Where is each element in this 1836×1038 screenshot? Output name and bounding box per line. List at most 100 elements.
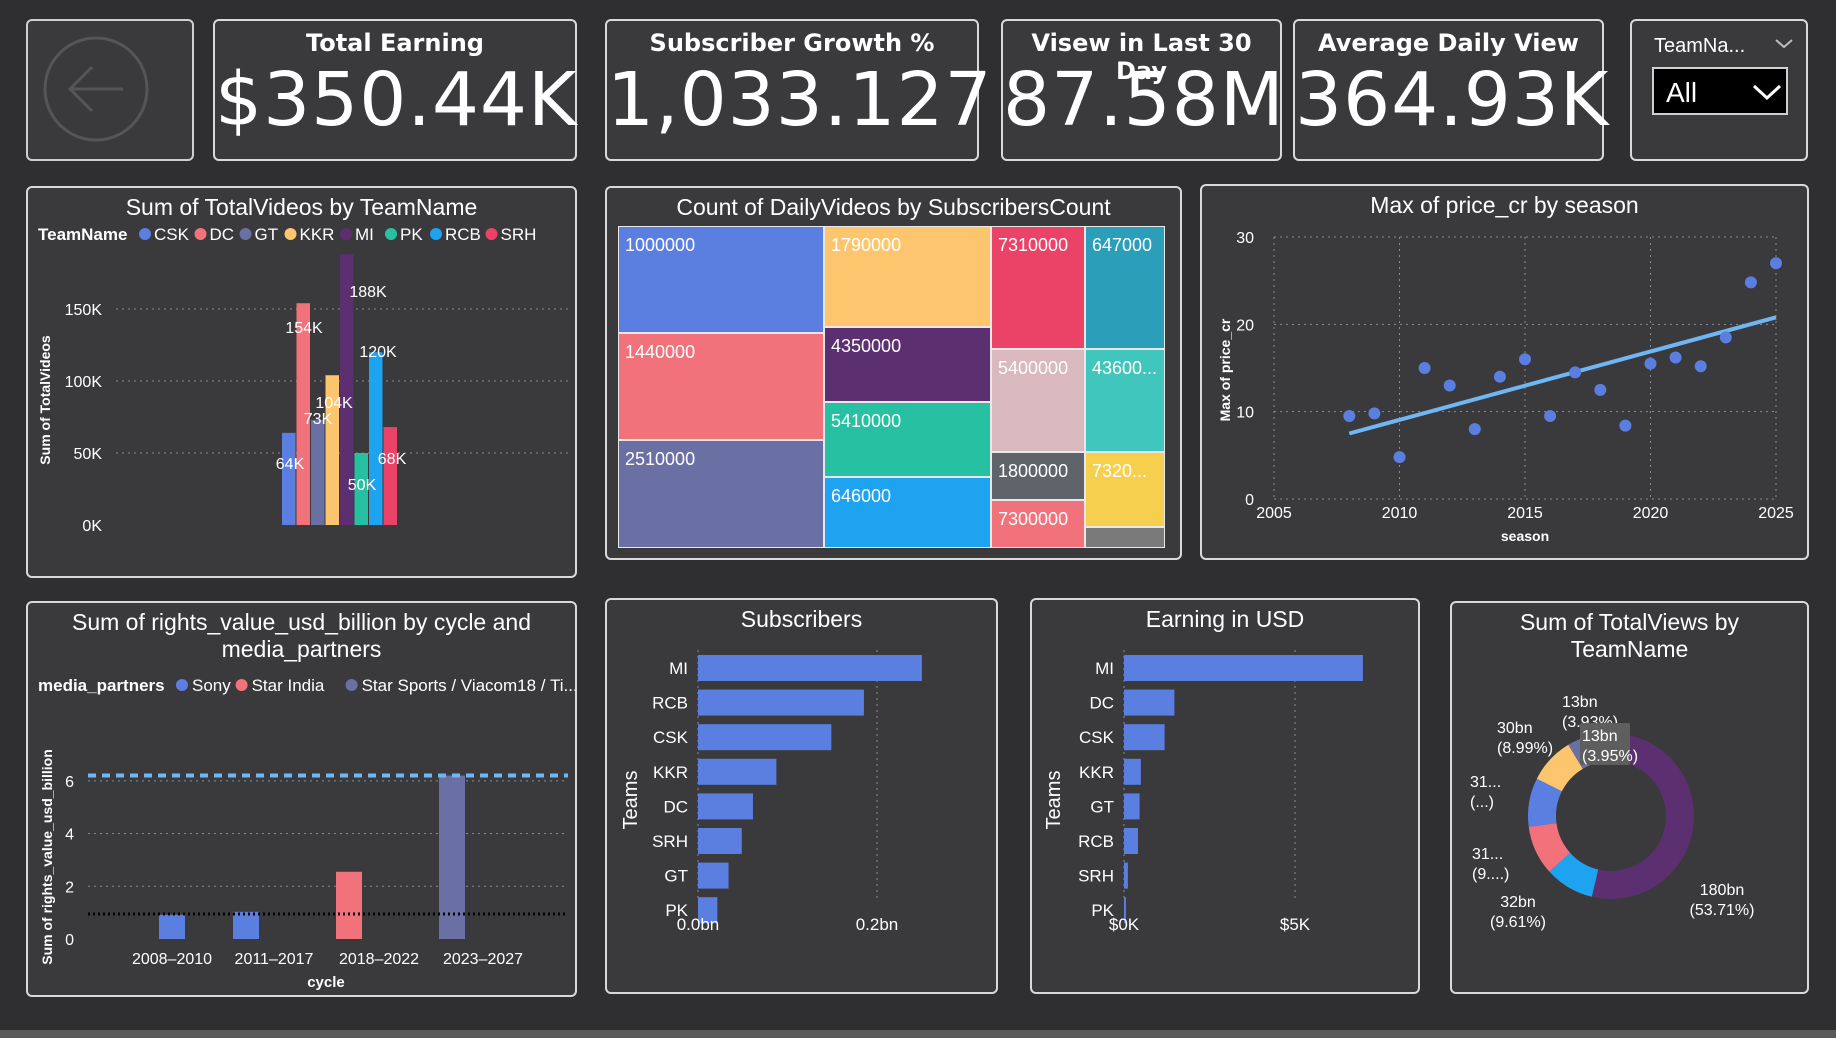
y-axis-title: Teams bbox=[1043, 771, 1065, 830]
legend-title: TeamName bbox=[38, 225, 127, 244]
bar bbox=[1124, 793, 1140, 820]
bar bbox=[383, 427, 397, 525]
back-arrow-icon[interactable] bbox=[26, 19, 194, 161]
scatter-point bbox=[1669, 351, 1682, 364]
bar bbox=[296, 303, 310, 525]
scatter-point bbox=[1544, 410, 1557, 423]
treemap-cell[interactable]: 7320... bbox=[1085, 452, 1165, 527]
scatter-point bbox=[1443, 379, 1456, 392]
treemap-cell-label: 1000000 bbox=[625, 235, 696, 255]
kpi-views-30-days: Visew in Last 30 Day 87.58M bbox=[1001, 19, 1285, 161]
treemap-cell-label: 1440000 bbox=[625, 342, 696, 362]
bar bbox=[1124, 897, 1126, 924]
legend-label: KKR bbox=[300, 225, 335, 244]
treemap-cell[interactable]: 1800000 bbox=[991, 452, 1085, 500]
bar bbox=[698, 689, 864, 716]
treemap-cell[interactable]: 1790000 bbox=[824, 226, 991, 327]
y-tick-label: CSK bbox=[653, 728, 689, 747]
legend-label: Sony bbox=[192, 676, 231, 695]
y-tick-label: 0 bbox=[65, 932, 74, 949]
x-tick-label: 2010 bbox=[1382, 505, 1418, 522]
bottom-strip bbox=[0, 1030, 1836, 1038]
data-label: 32bn bbox=[1500, 894, 1536, 911]
kpi-title: Subscriber Growth % bbox=[649, 29, 935, 57]
scatter-point bbox=[1719, 331, 1732, 344]
slicer-dropdown[interactable]: All bbox=[1652, 67, 1788, 115]
y-tick-label: 100K bbox=[65, 374, 103, 391]
scatter-svg: season Max of price_cr 0 10 20 30 2005 2010 20… bbox=[1217, 230, 1794, 544]
legend-label: Star India bbox=[252, 676, 325, 695]
x-tick-label: 2008–2010 bbox=[132, 951, 212, 968]
chart-total-videos: Sum of TotalVideos by TeamName TeamName … bbox=[26, 186, 577, 578]
chevron-down-icon[interactable] bbox=[1774, 38, 1794, 50]
x-tick-label: 2025 bbox=[1758, 505, 1794, 522]
treemap-cell[interactable]: 7310000 bbox=[991, 226, 1085, 349]
legend-marker bbox=[385, 228, 397, 240]
y-tick-label: SRH bbox=[1078, 867, 1114, 886]
legend-marker bbox=[235, 679, 248, 691]
kpi-value: 87.58M bbox=[1003, 57, 1285, 143]
bar bbox=[1124, 862, 1128, 889]
bar bbox=[354, 453, 368, 525]
treemap-cell-label: 7310000 bbox=[998, 235, 1069, 255]
treemap-cell[interactable]: 1440000 bbox=[618, 333, 824, 440]
scatter-point bbox=[1744, 276, 1757, 289]
bar bbox=[1124, 689, 1175, 716]
subscribers-svg: Teams MI RCB CSK KKR DC SRH GT PK0.0bn 0.2bn bbox=[620, 650, 922, 934]
y-tick-label: SRH bbox=[652, 832, 688, 851]
chart-title: Max of price_cr by season bbox=[1370, 192, 1639, 218]
treemap-cell[interactable]: 5400000 bbox=[991, 349, 1085, 452]
data-label: (3.95%) bbox=[1582, 748, 1638, 765]
x-tick-label: $0K bbox=[1109, 915, 1140, 934]
slicer-selected-value: All bbox=[1666, 77, 1698, 108]
data-label: 31... bbox=[1472, 846, 1503, 863]
chart-title: Count of DailyVideos by SubscribersCount bbox=[676, 194, 1111, 220]
data-label: 31... bbox=[1470, 774, 1501, 791]
x-axis-title: season bbox=[1501, 528, 1549, 544]
y-tick-label: GT bbox=[1090, 797, 1114, 816]
legend-label: DC bbox=[210, 225, 235, 244]
donut-slice bbox=[1591, 733, 1694, 899]
y-tick-label: PK bbox=[1091, 901, 1114, 920]
treemap-area: 1000000 1440000 2510000 1790000 4350000 54100… bbox=[618, 226, 1171, 548]
y-tick-label: 4 bbox=[65, 827, 74, 844]
donut-slice bbox=[1528, 823, 1571, 872]
y-tick-label: MI bbox=[669, 659, 688, 678]
data-label: 154K bbox=[285, 320, 323, 337]
legend-label: CSK bbox=[154, 225, 190, 244]
treemap-cell[interactable] bbox=[1085, 527, 1165, 548]
data-label: 180bn bbox=[1700, 882, 1745, 899]
data-label: 64K bbox=[276, 456, 305, 473]
bar bbox=[698, 655, 922, 681]
earning-svg: Teams MI DC CSK KKR GT RCB SRH PK$0K $5K bbox=[1043, 650, 1363, 934]
treemap-cell[interactable]: 1000000 bbox=[618, 226, 824, 333]
y-tick-label: 6 bbox=[65, 774, 74, 791]
treemap-cell[interactable]: 7300000 bbox=[991, 500, 1085, 548]
scatter-point bbox=[1594, 383, 1607, 396]
treemap-cell[interactable]: 647000 bbox=[1085, 226, 1165, 349]
treemap-cell[interactable]: 43600... bbox=[1085, 349, 1165, 452]
treemap-cell[interactable]: 5410000 bbox=[824, 402, 991, 477]
treemap-cell[interactable]: 4350000 bbox=[824, 327, 991, 402]
scatter-point bbox=[1770, 257, 1782, 270]
kpi-value: 364.93K bbox=[1295, 57, 1610, 143]
bar bbox=[698, 724, 832, 751]
treemap-cell[interactable]: 2510000 bbox=[618, 440, 824, 548]
x-tick-label: 0.0bn bbox=[677, 915, 720, 934]
data-label: 13bn bbox=[1562, 694, 1598, 711]
legend-label: PK bbox=[400, 225, 423, 244]
data-label: 104K bbox=[315, 395, 353, 412]
legend-label: GT bbox=[255, 225, 279, 244]
chart-title: Sum of TotalVideos by TeamName bbox=[125, 194, 478, 220]
y-tick-label: DC bbox=[663, 797, 688, 816]
scatter-point bbox=[1468, 423, 1481, 436]
bar bbox=[282, 432, 296, 525]
treemap-cell[interactable]: 646000 bbox=[824, 477, 991, 548]
kpi-title: Visew in Last 30 Day bbox=[1031, 29, 1252, 85]
legend-marker bbox=[430, 228, 442, 240]
treemap-cell-label: 7320... bbox=[1092, 461, 1148, 481]
chart-title: Sum of TotalViews by TeamName bbox=[1519, 609, 1740, 662]
back-button-card[interactable] bbox=[26, 19, 194, 161]
bar bbox=[1124, 724, 1165, 751]
dropdown-arrow-icon[interactable] bbox=[1752, 83, 1782, 101]
